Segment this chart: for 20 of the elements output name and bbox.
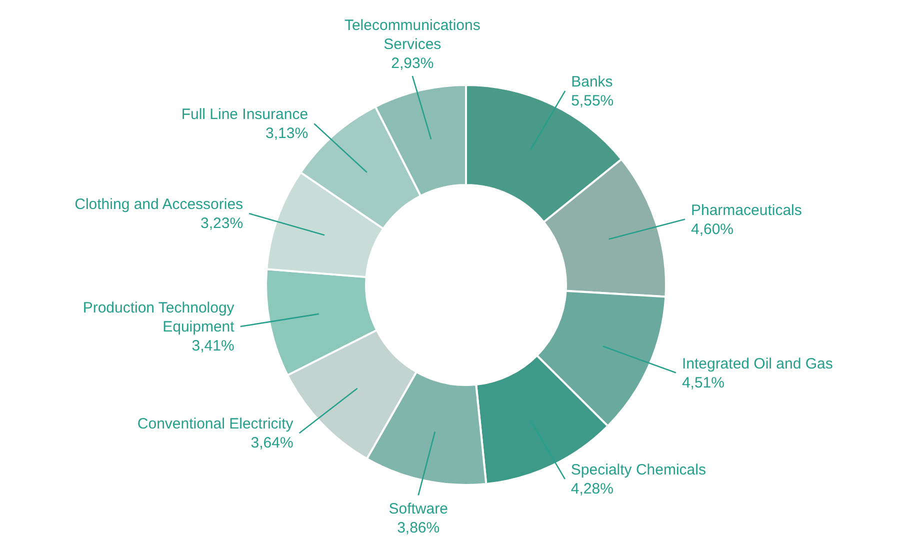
data-label: 4,60% [690,220,734,238]
data-label: 4,28% [570,480,614,498]
slice-label: Banks [571,73,613,90]
data-label: 3,23% [200,215,244,232]
slice-label: Clothing and Accessories [74,196,244,214]
data-label: 3,41% [192,338,234,354]
data-label: 5,55% [571,92,614,110]
slice-label: Full Line Insurance [181,106,308,124]
data-label: 2,93% [391,54,434,72]
data-label: 4,51% [682,374,724,392]
slice-label: Conventional Electricity [137,416,294,433]
slice-label: Production Technology Equipment [82,300,236,336]
data-label: 3,64% [250,434,294,452]
data-label: 3,13% [266,125,308,142]
slice-label: Specialty Chemicals [570,462,706,479]
slice-label: Pharmaceuticals [690,202,802,219]
slice-label: Telecommunications Services [344,16,480,53]
data-label: 3,86% [397,519,440,536]
slice-label: Integrated Oil and Gas [682,355,833,372]
slice-label: Software [388,500,448,518]
